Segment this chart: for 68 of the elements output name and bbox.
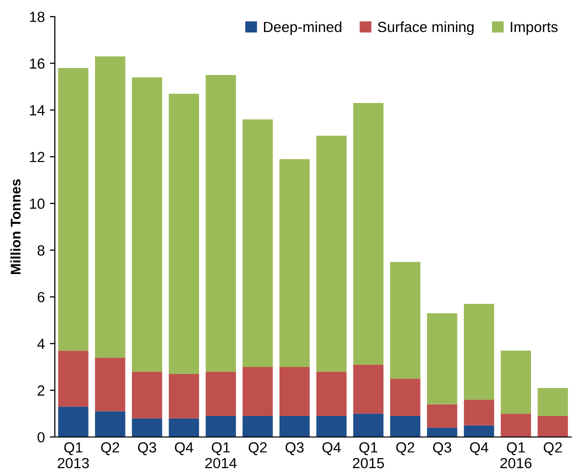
bar	[279, 159, 310, 367]
bar	[242, 366, 273, 416]
bar	[427, 313, 458, 404]
x-tick-label: Q4	[322, 442, 341, 456]
bar	[427, 404, 458, 428]
y-tick-label: 0	[38, 432, 45, 442]
x-tick-label: Q2	[396, 442, 414, 456]
bar	[132, 372, 162, 418]
bar	[538, 388, 568, 416]
x-tick-label: Q4	[174, 442, 194, 456]
bar	[58, 68, 88, 351]
bar	[390, 416, 420, 437]
bar	[95, 358, 126, 412]
y-tick-label: 18	[30, 12, 44, 22]
y-tick-label: 16	[30, 58, 44, 69]
x-tick-label: Q2	[101, 442, 120, 456]
bar	[168, 94, 200, 374]
x-tick-label: Q2	[248, 442, 267, 456]
y-tick-label: 6	[38, 292, 44, 302]
y-tick-label: 10	[30, 198, 45, 209]
x-tick-label: Q1 2013	[58, 442, 89, 468]
y-axis-title: Million Tonnes	[10, 179, 21, 274]
bar	[279, 366, 310, 416]
bar	[353, 414, 384, 437]
y-tick-label: 14	[30, 105, 45, 116]
legend-label: Imports	[510, 22, 558, 36]
legend-label: Deep-mined	[264, 21, 342, 36]
bar	[464, 304, 494, 400]
x-tick-label: Q3	[286, 442, 304, 456]
y-tick-label: 12	[30, 152, 44, 162]
y-tick-label: 2	[38, 385, 44, 396]
bar	[500, 414, 532, 437]
bar	[168, 418, 200, 437]
bar	[206, 372, 236, 416]
bar	[95, 411, 126, 437]
bar	[390, 262, 420, 379]
bar	[206, 75, 236, 372]
bar	[538, 416, 568, 437]
bar	[242, 119, 273, 367]
bar	[316, 372, 347, 416]
bar	[242, 416, 273, 437]
bar	[464, 425, 494, 437]
x-tick-label: Q1 2014	[205, 442, 237, 468]
bar	[500, 350, 532, 414]
x-tick-label: Q4	[470, 442, 488, 456]
bar	[95, 56, 126, 358]
x-tick-label: Q1 2015	[352, 442, 384, 468]
bar	[316, 416, 347, 437]
bar	[427, 428, 458, 437]
bar	[464, 400, 494, 426]
x-tick-label: Q2	[544, 442, 562, 456]
bar	[206, 416, 236, 437]
bar	[390, 378, 420, 416]
y-tick-label: 8	[38, 245, 44, 256]
x-tick-label: Q3	[433, 442, 452, 456]
bar	[58, 350, 88, 407]
bar	[353, 364, 384, 414]
x-tick-label: Q3	[138, 442, 156, 456]
bar	[58, 406, 88, 437]
bar	[132, 77, 162, 372]
bar	[316, 136, 347, 372]
bar	[353, 103, 384, 365]
legend-label: Surface mining	[378, 21, 474, 36]
x-tick-label: Q1 2016	[500, 442, 532, 468]
bar	[279, 416, 310, 437]
bar	[168, 374, 200, 418]
y-tick-label: 4	[37, 338, 45, 349]
bar	[132, 418, 162, 437]
